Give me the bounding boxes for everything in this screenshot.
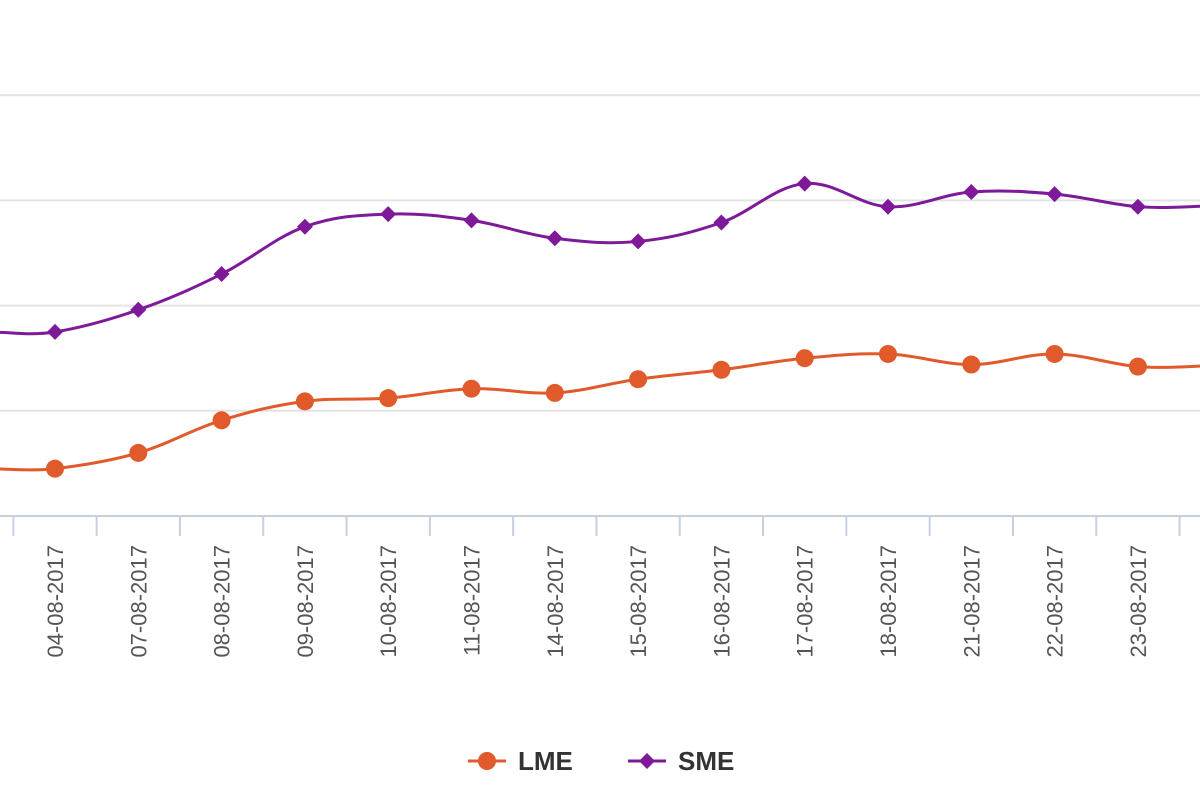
legend-item-lme[interactable]: LME bbox=[468, 746, 573, 776]
legend-label: LME bbox=[518, 746, 573, 776]
x-tick-label: 11-08-2017 bbox=[460, 545, 485, 656]
legend-item-sme[interactable]: SME bbox=[628, 746, 734, 776]
series-lines bbox=[0, 175, 1200, 478]
legend-diamond-marker bbox=[639, 753, 655, 769]
data-point-lme[interactable] bbox=[379, 389, 398, 408]
data-point-lme[interactable] bbox=[212, 411, 231, 430]
legend-circle-marker bbox=[478, 752, 496, 770]
gridlines bbox=[0, 94, 1200, 412]
data-point-sme[interactable] bbox=[296, 218, 313, 235]
data-point-lme[interactable] bbox=[545, 383, 564, 402]
data-point-lme[interactable] bbox=[46, 459, 64, 478]
x-tick-label: 14-08-2017 bbox=[543, 545, 568, 658]
x-tick-label: 18-08-2017 bbox=[876, 545, 901, 658]
series-sme bbox=[0, 175, 1200, 340]
data-point-lme[interactable] bbox=[795, 349, 814, 368]
data-point-sme[interactable] bbox=[546, 230, 563, 247]
data-point-lme[interactable] bbox=[462, 379, 481, 398]
series-line-sme bbox=[0, 181, 1200, 336]
legend-label: SME bbox=[678, 746, 734, 776]
data-point-lme[interactable] bbox=[129, 443, 148, 462]
data-point-lme[interactable] bbox=[962, 355, 981, 374]
data-point-sme[interactable] bbox=[380, 206, 397, 223]
data-point-lme[interactable] bbox=[1128, 357, 1147, 376]
data-point-sme[interactable] bbox=[130, 301, 147, 318]
data-point-sme[interactable] bbox=[880, 198, 896, 215]
data-point-lme[interactable] bbox=[879, 344, 897, 363]
data-point-lme[interactable] bbox=[629, 370, 648, 389]
data-point-sme[interactable] bbox=[463, 212, 480, 229]
legend: LME SME bbox=[468, 746, 734, 776]
x-tick-label: 04-08-2017 bbox=[43, 545, 68, 658]
data-point-sme[interactable] bbox=[213, 266, 230, 283]
x-tick-label: 07-08-2017 bbox=[126, 545, 151, 658]
data-point-lme[interactable] bbox=[712, 360, 731, 379]
data-point-sme[interactable] bbox=[1129, 198, 1146, 215]
data-point-lme[interactable] bbox=[1045, 344, 1064, 363]
data-point-sme[interactable] bbox=[796, 175, 813, 192]
data-point-sme[interactable] bbox=[1046, 186, 1063, 203]
x-tick-label: 08-08-2017 bbox=[210, 545, 235, 658]
data-point-sme[interactable] bbox=[713, 214, 730, 231]
x-tick-label: 17-08-2017 bbox=[793, 545, 818, 658]
x-tick-label: 21-08-2017 bbox=[959, 545, 984, 658]
data-point-sme[interactable] bbox=[630, 233, 647, 250]
x-tick-label: 22-08-2017 bbox=[1043, 545, 1068, 658]
x-tick-label: 23-08-2017 bbox=[1126, 545, 1151, 658]
series-lme bbox=[0, 344, 1200, 478]
x-tick-label: 15-08-2017 bbox=[626, 545, 651, 658]
x-axis: 04-08-2017 07-08-2017 08-08-2017 09-08-2017… bbox=[0, 515, 1200, 658]
data-point-sme[interactable] bbox=[963, 183, 980, 200]
x-tick-label: 16-08-2017 bbox=[709, 545, 734, 658]
data-point-lme[interactable] bbox=[295, 392, 314, 411]
data-point-sme[interactable] bbox=[47, 323, 63, 340]
x-tick-label: 09-08-2017 bbox=[293, 545, 318, 658]
x-tick-label: 10-08-2017 bbox=[376, 545, 401, 658]
series-line-lme bbox=[0, 352, 1200, 472]
